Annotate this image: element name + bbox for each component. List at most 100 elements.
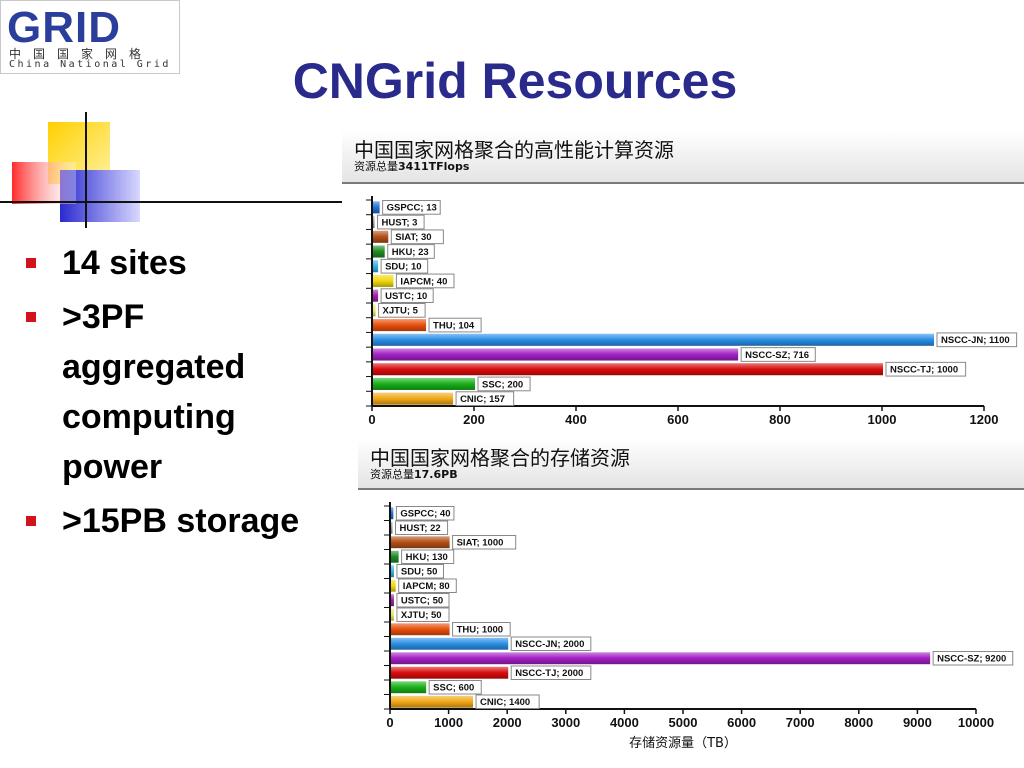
bar-ssc — [391, 681, 427, 694]
data-label: NSCC-SZ; 9200 — [937, 654, 1006, 665]
data-label: SSC; 200 — [482, 379, 523, 390]
bar-xjtu — [391, 608, 394, 621]
bullet-list: 14 sites >3PF aggregated computing power… — [24, 238, 334, 550]
data-label: HUST; 22 — [400, 523, 441, 534]
bar-gspcc — [391, 507, 394, 520]
bar-nscc-sz — [373, 348, 739, 361]
decorative-squares — [0, 112, 350, 228]
bar-cnic — [373, 392, 454, 405]
subtitle-total: 17.6PB — [414, 468, 458, 481]
bar-iapcm — [391, 579, 396, 592]
data-label: SSC; 600 — [433, 683, 474, 694]
bullet-marker — [26, 258, 36, 268]
data-label: NSCC-TJ; 2000 — [515, 668, 583, 679]
data-label-box — [396, 593, 450, 608]
x-tick-label: 400 — [565, 412, 587, 427]
bullet-marker — [26, 516, 36, 526]
data-label: SDU; 10 — [385, 262, 421, 273]
data-label-box — [932, 651, 1014, 666]
data-label-box — [428, 317, 482, 333]
data-label: HKU; 23 — [392, 247, 429, 258]
subtitle-total: 3411TFlops — [398, 160, 470, 173]
bar-cnic — [391, 695, 474, 708]
data-label: CNIC; 1400 — [480, 697, 530, 708]
bar-nscc-jn — [391, 637, 509, 650]
data-label-box — [390, 229, 444, 245]
bar-ssc — [373, 377, 475, 390]
data-label-box — [477, 376, 531, 392]
data-label-box — [475, 694, 540, 709]
bar-iapcm — [373, 274, 394, 287]
x-tick-label: 4000 — [610, 715, 639, 730]
computing-chart-title: 中国国家网格聚合的高性能计算资源 — [354, 138, 674, 162]
storage-chart-header: 中国国家网格聚合的存储资源 资源总量17.6PB — [358, 438, 1024, 490]
bar-ustc — [391, 594, 394, 607]
x-tick-label: 1000 — [868, 412, 897, 427]
x-tick-label: 1200 — [970, 412, 999, 427]
bullet-marker — [26, 312, 36, 322]
data-label: SDU; 50 — [401, 567, 437, 578]
computing-chart-subtitle: 资源总量3411TFlops — [354, 158, 469, 174]
red-square — [12, 162, 76, 204]
data-label-box — [387, 244, 435, 259]
x-tick-label: 9000 — [903, 715, 932, 730]
data-label: XJTU; 5 — [383, 306, 419, 317]
computing-bar-chart: 0 200 400 600 800 1000 1200 GSPCC; 13 HUST; 3 SIA… — [366, 196, 1018, 427]
logo-chinese-text: 中国国家网格 — [9, 47, 154, 61]
x-tick-label: 6000 — [727, 715, 756, 730]
bullet-item-sites: 14 sites — [24, 238, 334, 288]
bullet-item-storage: >15PB storage — [24, 496, 334, 546]
bar-sdu — [391, 565, 394, 578]
x-tick-label: 8000 — [844, 715, 873, 730]
x-axis-title: 存储资源量（TB） — [629, 736, 737, 751]
storage-chart-panel: 中国国家网格聚合的存储资源 资源总量17.6PB 0 1000 2000 3000 40… — [358, 438, 1024, 768]
bullet-text: 14 sites — [62, 244, 187, 282]
cngrid-logo: GRID 中国国家网格 China National Grid — [0, 0, 180, 74]
bar-hust — [391, 521, 393, 534]
data-label-box — [396, 564, 444, 579]
data-label: THU; 1000 — [457, 625, 503, 636]
x-tick-label: 800 — [769, 412, 791, 427]
x-tick-label: 3000 — [551, 715, 580, 730]
data-label-box — [510, 665, 592, 680]
bar-nscc-tj — [391, 666, 509, 679]
bar-nscc-jn — [373, 333, 934, 346]
data-label-box — [452, 622, 511, 637]
data-label: THU; 104 — [433, 320, 475, 331]
logo-english-text: China National Grid — [9, 59, 171, 70]
data-label-box — [455, 391, 515, 407]
logo-wordmark: GRID — [7, 3, 121, 52]
data-label-box — [452, 535, 517, 550]
data-label-box — [740, 347, 816, 362]
data-label-box — [377, 214, 425, 230]
data-label: GSPCC; 40 — [400, 509, 450, 520]
data-label: NSCC-JN; 2000 — [515, 639, 584, 650]
bar-sdu — [373, 260, 379, 273]
x-tick-label: 1000 — [434, 715, 463, 730]
data-label-box — [380, 258, 429, 274]
data-label: SIAT; 30 — [395, 232, 431, 243]
data-label: XJTU; 50 — [401, 610, 442, 621]
storage-bar-chart: 0 1000 2000 3000 4000 5000 6000 7000 8000 9000 100… — [384, 502, 1014, 751]
data-label: HUST; 3 — [382, 217, 418, 228]
slide-title: CNGrid Resources — [292, 53, 738, 109]
subtitle-prefix: 资源总量 — [370, 468, 414, 481]
bar-nscc-tj — [373, 363, 883, 376]
data-label-box — [382, 200, 441, 215]
x-tick-label: 10000 — [958, 715, 994, 730]
subtitle-prefix: 资源总量 — [354, 160, 398, 173]
bar-siat — [391, 536, 450, 549]
x-tick-label: 7000 — [786, 715, 815, 730]
data-label-box — [395, 506, 455, 521]
data-label-box — [401, 549, 455, 564]
bar-hku — [373, 245, 385, 258]
bullet-text: >15PB storage — [62, 502, 300, 540]
data-label: USTC; 10 — [385, 291, 427, 302]
bar-ustc — [373, 289, 379, 302]
computing-chart-panel: 中国国家网格聚合的高性能计算资源 资源总量3411TFlops 0 200 400 6… — [342, 130, 1024, 435]
x-tick-label: 600 — [667, 412, 689, 427]
bar-nscc-sz — [391, 652, 931, 665]
bullet-item-computing: >3PF aggregated computing power — [24, 292, 334, 492]
bar-siat — [373, 230, 389, 243]
x-tick-label: 0 — [368, 412, 375, 427]
